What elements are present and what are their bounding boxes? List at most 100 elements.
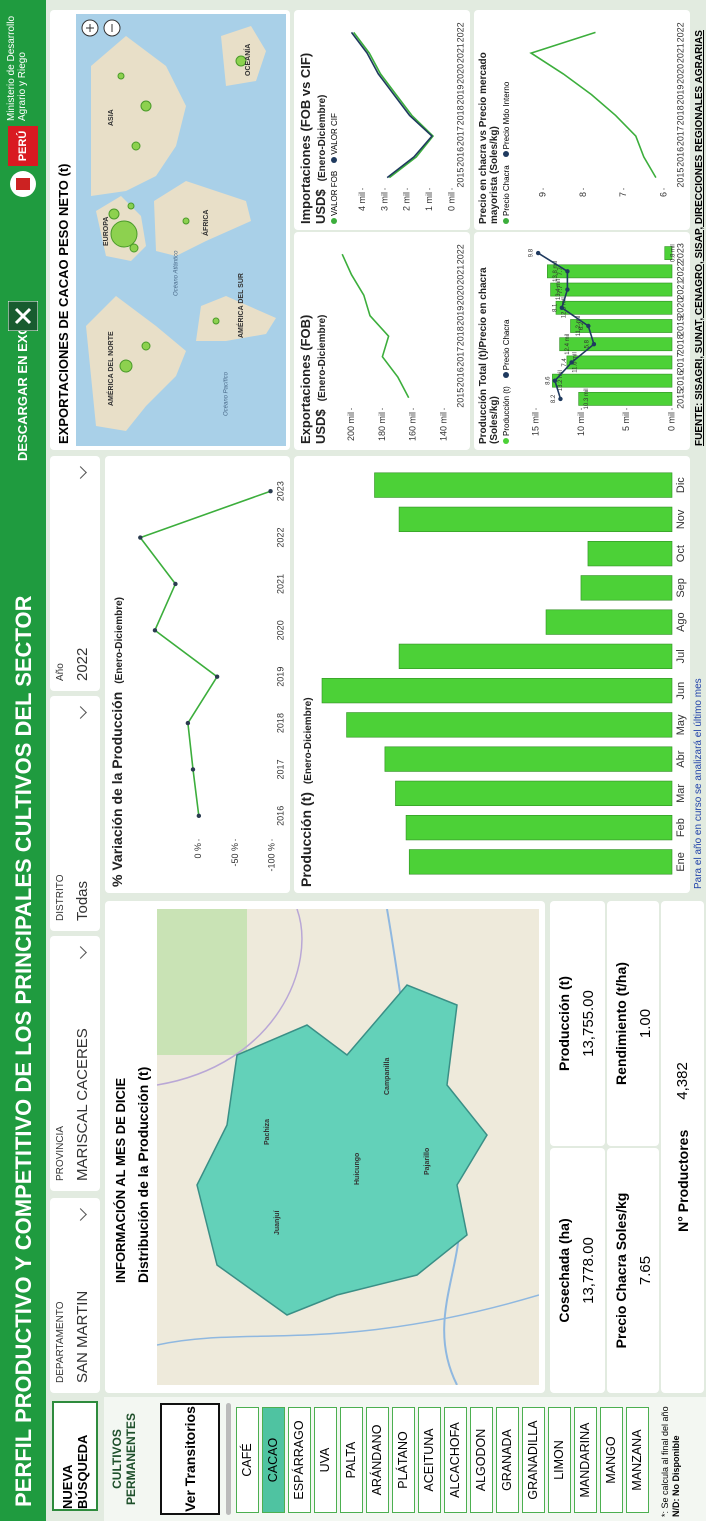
- data-label: 12.4 mil: [565, 334, 571, 355]
- x-tick-label: 2020: [675, 64, 685, 84]
- crop-button[interactable]: MANGO: [600, 1407, 623, 1513]
- x-tick-label: Mar: [675, 784, 687, 803]
- bar: [409, 850, 672, 875]
- download-button[interactable]: DESCARGAR EN EXCEL: [15, 309, 30, 461]
- x-tick-label: Sep: [675, 578, 687, 598]
- x-tick-label: 2022: [455, 22, 465, 42]
- y-tick-label: 0 mil: [666, 412, 676, 431]
- world-map[interactable]: AMÉRICA DEL NORTE AMÉRICA DEL SUR EUROPA…: [76, 14, 286, 446]
- chart-header: Exportaciones (FOB) USD$(Enero-Diciembre…: [298, 238, 328, 444]
- crop-button[interactable]: ESPÁRRAGO: [288, 1407, 311, 1513]
- bar: [560, 338, 672, 351]
- kpi: Rendimiento (t/ha)1.00: [607, 901, 659, 1146]
- y-tick-label: 160 mil: [408, 412, 418, 441]
- region-label: OCEANÍA: [243, 44, 252, 76]
- bar: [579, 392, 672, 405]
- x-tick-label: 2015: [455, 168, 465, 188]
- excel-icon[interactable]: [8, 301, 38, 331]
- district-panel: INFORMACIÓN AL MES DE DICIE Distribución…: [105, 901, 545, 1393]
- crop-button[interactable]: ALCACHOFA: [444, 1407, 467, 1513]
- legend: Precio Chacra Precio Mdo Interno: [502, 16, 511, 224]
- crop-button[interactable]: CAFÉ: [236, 1407, 259, 1513]
- x-tick-label: 2021: [455, 43, 465, 63]
- region-label: EUROPA: [103, 217, 110, 246]
- ocean-label: Océano Atlántico: [174, 250, 180, 296]
- chart-panel: Importaciones (FOB vs CIF) USD$(Enero-Di…: [294, 10, 470, 230]
- crop-button[interactable]: CACAO: [262, 1407, 285, 1513]
- place: Pajarillo: [424, 1148, 431, 1175]
- point: [197, 814, 201, 818]
- y-tick-label: -50 %: [230, 843, 240, 867]
- filter-label: DISTRITO: [55, 875, 66, 921]
- legend-label: Precio Mdo Interno: [502, 82, 511, 150]
- x-tick-label: 2017: [275, 759, 285, 779]
- x-tick-label: 2020: [455, 285, 465, 305]
- chart-svg: -100 %-50 %0 %20162017201820192020202120…: [125, 462, 288, 887]
- bubble: [141, 101, 151, 111]
- point: [536, 251, 540, 255]
- crop-button[interactable]: MANZANA: [626, 1407, 649, 1513]
- filter-value: Todas: [74, 881, 91, 921]
- x-tick-label: 2015: [675, 389, 685, 409]
- x-tick-label: 2019: [675, 85, 685, 105]
- bar: [546, 610, 672, 635]
- crop-button[interactable]: PALTA: [340, 1407, 363, 1513]
- x-tick-label: 2020: [675, 298, 685, 318]
- x-tick-label: 2017: [455, 347, 465, 367]
- data-label: 0.8 mil: [670, 244, 676, 262]
- crop-button[interactable]: ACEITUNA: [418, 1407, 441, 1513]
- region-label: AMÉRICA DEL NORTE: [106, 331, 115, 406]
- crop-button[interactable]: UVA: [314, 1407, 337, 1513]
- data-label: 8.6: [545, 376, 551, 385]
- x-tick-label: 2016: [455, 367, 465, 387]
- y-tick-label: 0 %: [193, 843, 203, 859]
- crop-button[interactable]: LIMON: [548, 1407, 571, 1513]
- crop-button[interactable]: GRANADA: [496, 1407, 519, 1513]
- bar: [581, 576, 672, 601]
- legend-swatch: [331, 157, 337, 163]
- crop-button[interactable]: ALGODON: [470, 1407, 493, 1513]
- note: Para el año en curso se analizará el últ…: [693, 678, 704, 889]
- district-map[interactable]: Juanjuí Pachiza Huicungo Campanilla Paja…: [157, 909, 539, 1385]
- legend-item: Precio Chacra: [502, 165, 511, 224]
- toggle-button[interactable]: Ver Transitorios: [160, 1403, 220, 1515]
- kpi: Cosechada (ha)13,778.00: [550, 1148, 605, 1393]
- bubble: [128, 203, 134, 209]
- x-tick-label: 2019: [675, 316, 685, 336]
- point: [173, 582, 177, 586]
- x-tick-label: 2022: [455, 244, 465, 264]
- y-tick-label: 140 mil: [439, 412, 449, 441]
- data-label: 10.3 mil: [584, 388, 590, 409]
- note: *: Se calcula al final del año: [660, 1399, 671, 1517]
- y-tick-label: 180 mil: [377, 412, 387, 441]
- filter-label: DEPARTAMENTO: [55, 1302, 66, 1384]
- bubble: [183, 218, 189, 224]
- filter-dropdown[interactable]: DISTRITO Todas: [50, 696, 100, 931]
- data-label: 7.7: [558, 267, 564, 276]
- kpi-label: Rendimiento (t/ha): [613, 901, 629, 1146]
- legend: Producción (t)Precio Chacra: [502, 238, 511, 444]
- filter-label: PROVINCIA: [55, 1126, 66, 1181]
- bubble: [142, 342, 150, 350]
- bar: [406, 815, 672, 840]
- x-tick-label: Nov: [675, 509, 687, 529]
- crop-button[interactable]: ARÁNDANO: [366, 1407, 389, 1513]
- crop-button[interactable]: MANDARINA: [574, 1407, 597, 1513]
- line: [342, 254, 409, 398]
- x-tick-label: 2018: [275, 713, 285, 733]
- crop-button[interactable]: PLÁTANO: [392, 1407, 415, 1513]
- new-search-button[interactable]: NUEVA BÚSQUEDA: [52, 1401, 98, 1511]
- chart-header: Producción Total (t)/Precio en chacra (S…: [478, 238, 500, 444]
- chevron: [74, 946, 87, 959]
- y-tick-label: 4 mil: [357, 192, 367, 211]
- country-logo: PERÚ: [8, 126, 38, 166]
- x-tick-label: 2016: [675, 371, 685, 391]
- line: [354, 32, 433, 177]
- crop-button[interactable]: GRANADILLA: [522, 1407, 545, 1513]
- line: [140, 491, 270, 816]
